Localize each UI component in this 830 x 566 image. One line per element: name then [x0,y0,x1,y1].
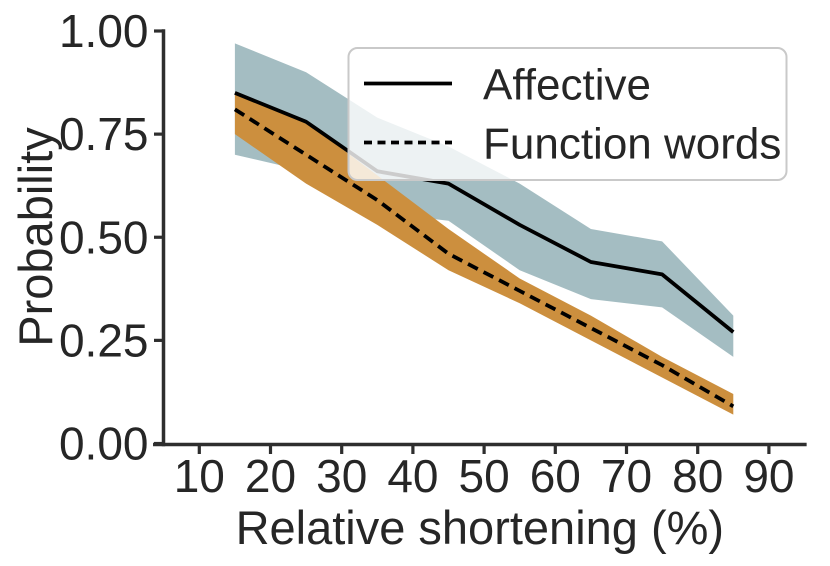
x-tick-label: 20 [245,450,296,502]
x-tick-label: 60 [530,450,581,502]
legend: Affective Function words [347,47,788,181]
y-axis-title: Probability [9,127,62,347]
legend-box [347,47,788,181]
x-axis: 10 20 30 40 50 60 70 80 90 [153,442,807,502]
x-tick-label: 30 [316,450,367,502]
y-tick-label: 0.00 [59,418,149,470]
y-tick-label: 0.25 [59,314,149,366]
x-tick-label: 50 [459,450,510,502]
affective-line [234,91,735,334]
x-tick-label: 80 [672,450,723,502]
y-tick-label: 0.50 [59,211,149,263]
y-tick-label: 0.75 [59,108,149,160]
function-words-line [233,107,735,409]
x-tick-label: 90 [743,450,794,502]
y-axis: 0.00 0.25 0.50 0.75 1.00 [59,5,166,470]
x-tick-label: 10 [174,450,225,502]
legend-label-affective: Affective [483,61,651,110]
legend-label-function-words: Function words [483,120,781,169]
series-lines [233,91,735,409]
x-tick-label: 70 [601,450,652,502]
x-axis-title: Relative shortening (%) [236,501,725,554]
y-tick-label: 1.00 [59,5,149,57]
x-tick-label: 40 [387,450,438,502]
